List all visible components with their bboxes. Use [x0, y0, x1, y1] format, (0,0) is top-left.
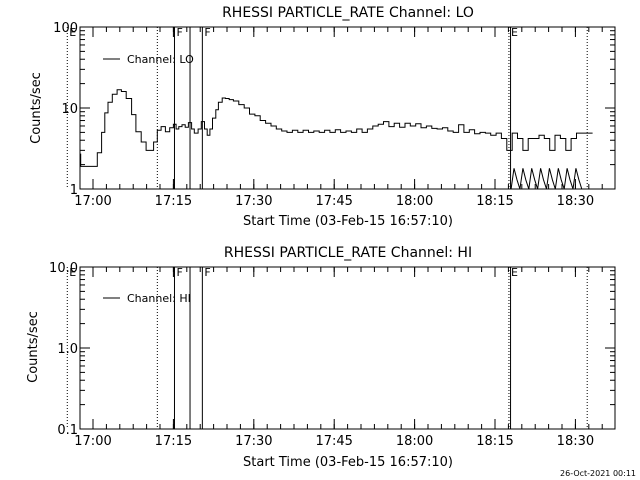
y-tick-label: 10.0	[49, 261, 78, 276]
series-lo	[79, 89, 593, 190]
event-marker-label: F	[176, 266, 182, 279]
event-marker-label: F	[176, 26, 182, 39]
event-marker-label: F	[204, 266, 210, 279]
event-marker-label: F	[204, 26, 210, 39]
x-tick-label: 17:45	[315, 434, 352, 449]
x-tick-label: 18:30	[557, 194, 594, 209]
x-tick-label: 17:00	[74, 194, 111, 209]
event-marker-label: E	[511, 26, 518, 39]
legend-label-lo: Channel: LO	[127, 53, 194, 66]
panel-hi: RHESSI PARTICLE_RATE Channel: HI Start T…	[26, 245, 616, 470]
legend-label-hi: Channel: HI	[127, 292, 191, 305]
x-tick-label: 17:30	[235, 194, 272, 209]
x-tick-label: 18:00	[396, 194, 433, 209]
x-tick-label: 17:15	[155, 434, 192, 449]
x-axis-label-hi: Start Time (03-Feb-15 16:57:10)	[243, 455, 453, 470]
ticks-lo: 1 10 100 17:00 17:15 17:30 17:45 18:00 18:15 18:3…	[53, 21, 615, 209]
y-tick-label: 10	[61, 102, 78, 117]
legend-lo: Channel: LO	[103, 53, 194, 66]
event-marker-label: E	[511, 266, 518, 279]
y-axis-label-hi: Counts/sec	[26, 311, 41, 383]
x-tick-label: 18:15	[476, 434, 513, 449]
event-marker-label: E	[69, 266, 76, 279]
y-tick-label: 1	[70, 183, 78, 198]
x-tick-label: 17:45	[315, 194, 352, 209]
x-tick-label: 17:30	[235, 434, 272, 449]
chart-title-lo: RHESSI PARTICLE_RATE Channel: LO	[222, 5, 474, 21]
x-tick-label: 17:15	[155, 194, 192, 209]
y-axis-label-lo: Counts/sec	[29, 72, 44, 144]
series-line-tail	[510, 168, 583, 190]
y-tick-label: 1.0	[57, 342, 78, 357]
plot-frame-lo	[79, 26, 616, 190]
series-line	[79, 89, 593, 189]
x-axis-label-lo: Start Time (03-Feb-15 16:57:10)	[243, 214, 453, 229]
x-tick-label: 18:15	[476, 194, 513, 209]
chart-title-hi: RHESSI PARTICLE_RATE Channel: HI	[224, 245, 472, 261]
y-tick-label: 100	[53, 21, 78, 36]
x-tick-label: 18:30	[557, 434, 594, 449]
legend-hi: Channel: HI	[103, 292, 191, 305]
event-marker-label: E	[69, 26, 76, 39]
y-tick-label: 0.1	[57, 423, 78, 438]
x-tick-label: 17:00	[74, 434, 111, 449]
panel-lo: RHESSI PARTICLE_RATE Channel: LO Start T…	[29, 5, 616, 229]
footer-timestamp: 26-Oct-2021 00:11	[560, 469, 636, 478]
ticks-hi: 0.1 1.0 10.0 17:00 17:15 17:30 17:45 18:00 18:15…	[49, 261, 615, 449]
x-tick-label: 18:00	[396, 434, 433, 449]
